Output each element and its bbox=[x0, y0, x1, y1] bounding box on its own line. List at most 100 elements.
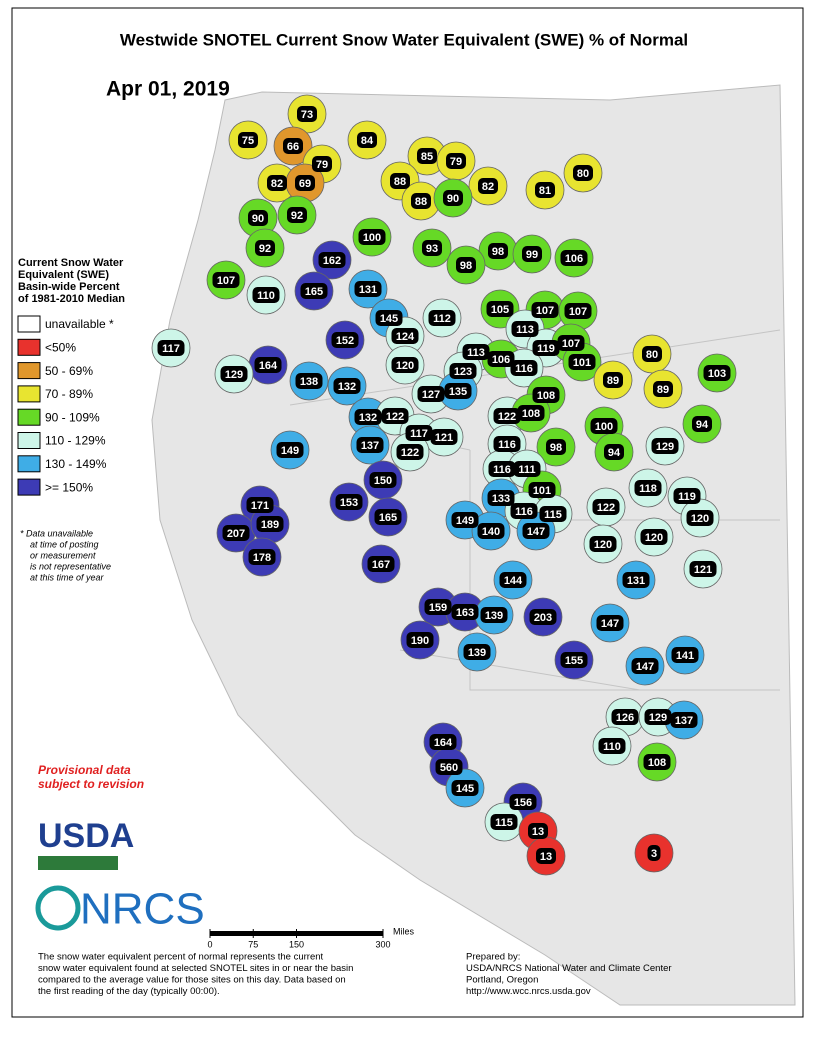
basin-label-box bbox=[222, 525, 250, 541]
basin-label: 98 bbox=[492, 246, 504, 258]
basin-label-box bbox=[486, 301, 514, 317]
basin-label: 189 bbox=[261, 519, 279, 531]
basin-label: 137 bbox=[675, 715, 693, 727]
basin-label-box bbox=[381, 408, 409, 424]
basin-label: 113 bbox=[516, 324, 534, 336]
basin-label: 122 bbox=[597, 502, 615, 514]
basin-label-box bbox=[568, 354, 596, 370]
basin-label-box bbox=[573, 165, 593, 181]
basin-label-box bbox=[417, 148, 437, 164]
basin-label: 145 bbox=[380, 313, 398, 325]
basin-label-box bbox=[396, 444, 424, 460]
basin-label-box bbox=[300, 283, 328, 299]
basin-label: 107 bbox=[562, 338, 580, 350]
basin-label: 13 bbox=[540, 851, 552, 863]
basin-label: 120 bbox=[396, 360, 414, 372]
basin-label: 101 bbox=[573, 357, 591, 369]
basin-label: 129 bbox=[656, 441, 674, 453]
basin-label-box bbox=[531, 302, 559, 318]
basin-label: 98 bbox=[460, 260, 472, 272]
basin-label: 119 bbox=[678, 491, 696, 503]
basin-label: 13 bbox=[532, 826, 544, 838]
basin-label-box bbox=[444, 383, 472, 399]
basin-label-box bbox=[490, 814, 518, 830]
basin-label: 106 bbox=[565, 253, 583, 265]
basin-label: 140 bbox=[482, 526, 500, 538]
basin-label: 105 bbox=[491, 304, 509, 316]
basin-label: 90 bbox=[447, 193, 459, 205]
basin-label-box bbox=[390, 173, 410, 189]
basin-label: 132 bbox=[359, 412, 377, 424]
basin-label: 100 bbox=[363, 232, 381, 244]
basin-label-box bbox=[449, 363, 477, 379]
basin-label: 92 bbox=[291, 210, 303, 222]
basin-label-box bbox=[539, 506, 567, 522]
usda-logo: USDA NRCS bbox=[35, 817, 205, 934]
legend-swatch bbox=[17, 432, 41, 449]
basin-label-box bbox=[424, 599, 452, 615]
prepared-by: Portland, Oregon bbox=[466, 975, 538, 986]
basin-label-box bbox=[493, 436, 521, 452]
basin-label: 137 bbox=[361, 440, 379, 452]
basin-label-box bbox=[478, 178, 498, 194]
basin-label: 116 bbox=[493, 464, 511, 476]
basin-label-box bbox=[391, 328, 419, 344]
basin-label: 156 bbox=[514, 797, 532, 809]
basin-label-box bbox=[598, 738, 626, 754]
basin-label: 138 bbox=[300, 376, 318, 388]
basin-label-box bbox=[276, 442, 304, 458]
prepared-by: Prepared by: bbox=[466, 952, 520, 963]
provisional-note: Provisional data bbox=[38, 763, 131, 777]
basin-label-box bbox=[255, 240, 275, 256]
basin-label-box bbox=[375, 310, 403, 326]
basin-label: 147 bbox=[601, 618, 619, 630]
basin-label-box bbox=[246, 497, 274, 513]
basin-label: 122 bbox=[386, 411, 404, 423]
basin-label: 75 bbox=[242, 135, 254, 147]
basin-label-box bbox=[157, 340, 185, 356]
basin-label: 560 bbox=[440, 762, 458, 774]
basin-label-box bbox=[354, 281, 382, 297]
basin-label-box bbox=[287, 207, 307, 223]
basin-label-box bbox=[532, 387, 560, 403]
basin-label-box bbox=[560, 652, 588, 668]
basin-label: 117 bbox=[162, 343, 180, 355]
legend-swatch bbox=[17, 315, 41, 333]
basin-label: 178 bbox=[253, 552, 271, 564]
legend-swatch bbox=[17, 455, 41, 473]
basin-label: 82 bbox=[271, 178, 283, 190]
basin-label: 124 bbox=[396, 331, 415, 343]
basin-label-box bbox=[640, 529, 668, 545]
basin-label-box bbox=[522, 246, 542, 262]
legend-title: of 1981-2010 Median bbox=[18, 293, 125, 305]
basin-label: 88 bbox=[394, 176, 406, 188]
prepared-by: USDA/NRCS National Water and Climate Cen… bbox=[466, 963, 672, 974]
basin-label-box bbox=[318, 252, 346, 268]
basin-label-box bbox=[535, 182, 555, 198]
basin-label: 162 bbox=[323, 255, 341, 267]
basin-label-box bbox=[451, 512, 479, 528]
basin-label-box bbox=[509, 794, 537, 810]
basin-label-box bbox=[488, 243, 508, 259]
basin-label-box bbox=[238, 132, 258, 148]
footnote: at this time of year bbox=[30, 572, 105, 582]
basin-label: 107 bbox=[536, 305, 554, 317]
basin-label: 149 bbox=[281, 445, 299, 457]
usda-band bbox=[38, 856, 118, 870]
basin-label: 131 bbox=[359, 284, 377, 296]
basin-label: 85 bbox=[421, 151, 433, 163]
basin-label: 94 bbox=[696, 419, 709, 431]
basin-label-box bbox=[411, 193, 431, 209]
basin-label-box bbox=[487, 490, 515, 506]
legend-title: Equivalent (SWE) bbox=[18, 269, 109, 281]
basin-label-box bbox=[590, 418, 618, 434]
legend-label: unavailable * bbox=[45, 317, 114, 331]
legend-title: Basin-wide Percent bbox=[18, 281, 120, 293]
basin-label: 73 bbox=[301, 109, 313, 121]
description: The snow water equivalent percent of nor… bbox=[38, 952, 324, 963]
basin-label-box bbox=[446, 153, 466, 169]
footnote: * Data unavailable bbox=[20, 528, 93, 538]
basin-label-box bbox=[611, 709, 639, 725]
